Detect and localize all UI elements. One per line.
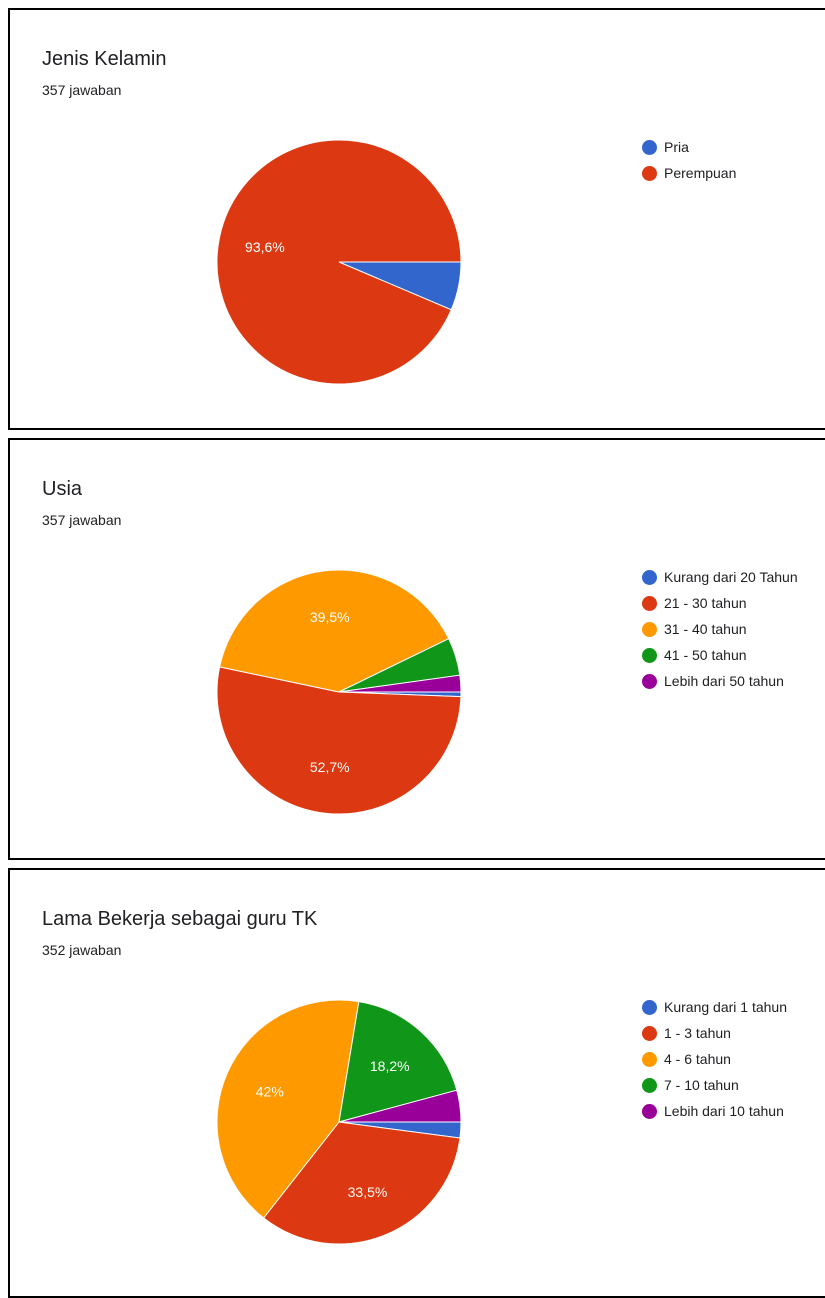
slice-label-1-3-tahun: 33,5% <box>348 1184 388 1200</box>
chart-legend: Kurang dari 20 Tahun 21 - 30 tahun 31 - 40… <box>642 564 798 694</box>
legend-swatch <box>642 1077 657 1093</box>
chart-title: Jenis Kelamin <box>42 48 167 70</box>
chart-title: Usia <box>42 478 83 500</box>
legend-label: Kurang dari 20 Tahun <box>664 569 798 585</box>
legend-item-pria[interactable]: Pria <box>642 134 736 160</box>
legend-item-31-40-tahun[interactable]: 31 - 40 tahun <box>642 616 798 642</box>
slice-label-4-6-tahun: 42% <box>256 1084 284 1100</box>
legend-swatch <box>642 673 657 689</box>
legend-label: 41 - 50 tahun <box>664 647 747 663</box>
slice-label-31-40-tahun: 39,5% <box>310 609 350 625</box>
chart-card-lama-bekerja: Lama Bekerja sebagai guru TK 352 jawaban… <box>8 868 825 1298</box>
legend-label: 4 - 6 tahun <box>664 1051 731 1067</box>
legend-item-41-50-tahun[interactable]: 41 - 50 tahun <box>642 642 798 668</box>
slice-label-7-10-tahun: 18,2% <box>370 1058 410 1074</box>
pie-slice-31-40-tahun[interactable] <box>219 569 450 693</box>
slice-label-21-30-tahun: 52,7% <box>310 759 350 775</box>
pie-slice-perempuan[interactable] <box>216 139 462 385</box>
chart-legend: Pria Perempuan <box>642 134 736 186</box>
legend-swatch <box>642 165 657 181</box>
legend-swatch <box>642 1051 657 1067</box>
legend-label: Lebih dari 10 tahun <box>664 1103 784 1119</box>
legend-label: 31 - 40 tahun <box>664 621 747 637</box>
legend-swatch <box>642 999 657 1015</box>
legend-label: Kurang dari 1 tahun <box>664 999 787 1015</box>
chart-title: Lama Bekerja sebagai guru TK <box>42 908 318 930</box>
legend-label: Lebih dari 50 tahun <box>664 673 784 689</box>
legend-label: 1 - 3 tahun <box>664 1025 731 1041</box>
pie-slice-21-30-tahun[interactable] <box>216 666 462 815</box>
legend-label: Pria <box>664 139 689 155</box>
legend-label: Perempuan <box>664 165 737 181</box>
legend-swatch <box>642 1103 657 1119</box>
legend-swatch <box>642 139 657 155</box>
legend-swatch <box>642 647 657 663</box>
pie-slice-4-6-tahun[interactable] <box>216 999 360 1219</box>
legend-item-lebih-dari-50-tahun[interactable]: Lebih dari 50 tahun <box>642 668 798 694</box>
chart-card-usia: Usia 357 jawaban 52,7% 39,5% Kurang dari … <box>8 438 825 860</box>
pie-slice-lebih-dari-50-tahun[interactable] <box>338 674 462 693</box>
legend-item-21-30-tahun[interactable]: 21 - 30 tahun <box>642 590 798 616</box>
pie-slice-7-10-tahun[interactable] <box>338 1001 458 1123</box>
pie-chart: 93,6% <box>216 139 462 385</box>
chart-legend: Kurang dari 1 tahun 1 - 3 tahun 4 - 6 tahu… <box>642 994 787 1124</box>
legend-item-perempuan[interactable]: Perempuan <box>642 160 736 186</box>
legend-item-1-3-tahun[interactable]: 1 - 3 tahun <box>642 1020 787 1046</box>
legend-swatch <box>642 569 657 585</box>
slice-label-perempuan: 93,6% <box>245 239 285 255</box>
pie-chart: 52,7% 39,5% <box>216 569 462 815</box>
legend-item-lebih-dari-10-tahun[interactable]: Lebih dari 10 tahun <box>642 1098 787 1124</box>
legend-label: 21 - 30 tahun <box>664 595 747 611</box>
legend-item-kurang-dari-20-tahun[interactable]: Kurang dari 20 Tahun <box>642 564 798 590</box>
legend-item-4-6-tahun[interactable]: 4 - 6 tahun <box>642 1046 787 1072</box>
legend-item-kurang-dari-1-tahun[interactable]: Kurang dari 1 tahun <box>642 994 787 1020</box>
response-count: 357 jawaban <box>42 82 122 98</box>
legend-item-7-10-tahun[interactable]: 7 - 10 tahun <box>642 1072 787 1098</box>
pie-chart: 33,5% 42% 18,2% <box>216 999 462 1245</box>
response-count: 352 jawaban <box>42 942 122 958</box>
chart-card-jenis-kelamin: Jenis Kelamin 357 jawaban 93,6% Pria Pere… <box>8 8 825 430</box>
pie-slice-lebih-dari-10-tahun[interactable] <box>338 1089 462 1123</box>
legend-swatch <box>642 621 657 637</box>
legend-swatch <box>642 595 657 611</box>
legend-swatch <box>642 1025 657 1041</box>
legend-label: 7 - 10 tahun <box>664 1077 739 1093</box>
pie-slice-1-3-tahun[interactable] <box>262 1121 461 1245</box>
response-count: 357 jawaban <box>42 512 122 528</box>
